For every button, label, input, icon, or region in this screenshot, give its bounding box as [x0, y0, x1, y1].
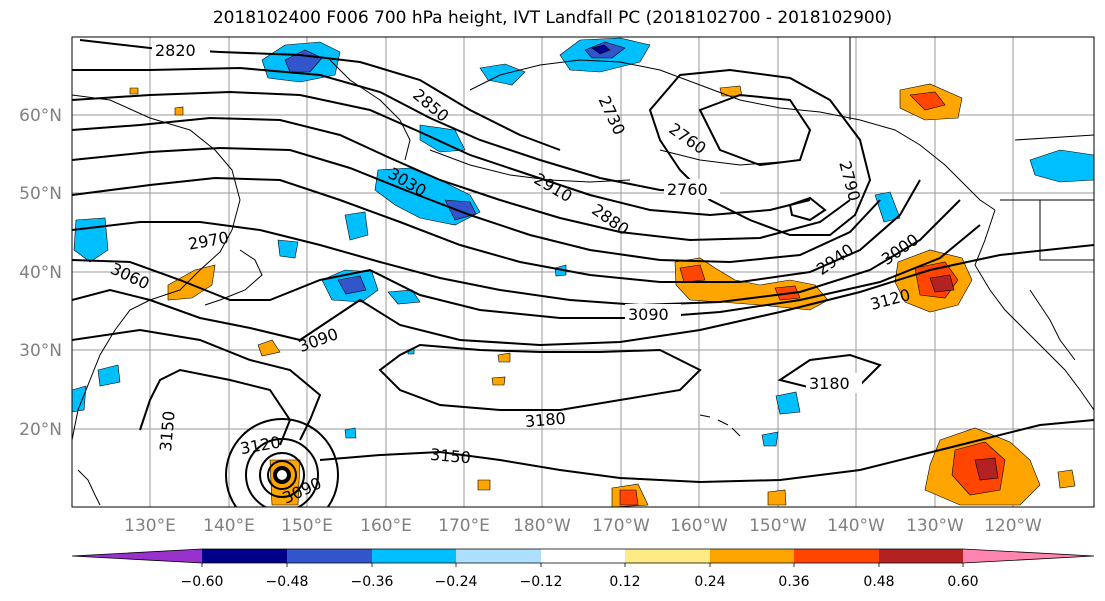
contour-label: 2760: [667, 180, 708, 199]
lon-label: 120°W: [984, 516, 1042, 536]
lon-label: 170°E: [438, 516, 490, 536]
contour-label: 3180: [809, 374, 850, 393]
lon-label: 130°E: [124, 516, 176, 536]
colorbar-tick: 0.24: [694, 574, 725, 590]
lon-label: 150°E: [281, 516, 333, 536]
lon-label: 160°W: [670, 516, 728, 536]
colorbar-segment: [963, 549, 1094, 563]
lat-label: 40°N: [19, 263, 62, 283]
map-panel: 2820 2850 2730 2760 2760 2790 3030 2910 …: [72, 37, 1094, 507]
ivt-positive-shading: [129, 83, 1076, 507]
colorbar-tick: −0.60: [181, 574, 224, 590]
contour-label: 3090: [628, 305, 669, 324]
colorbar: −0.60 −0.48 −0.36 −0.24 −0.12 0.12 0.24 …: [71, 548, 1095, 590]
colorbar-segment: [710, 549, 794, 563]
map-title: 2018102400 F006 700 hPa height, IVT Land…: [212, 8, 893, 28]
colorbar-tick: 0.60: [947, 574, 978, 590]
lat-label: 60°N: [19, 106, 62, 126]
colorbar-segment: [794, 549, 879, 563]
colorbar-tick: 0.12: [609, 574, 640, 590]
height-contours: [72, 39, 1094, 507]
map-frame: [71, 36, 1095, 508]
lon-label: 150°W: [749, 516, 807, 536]
lon-label: 160°E: [360, 516, 412, 536]
contour-label: 2820: [155, 41, 196, 60]
colorbar-segment: [879, 549, 963, 563]
colorbar-segments: [71, 548, 1095, 567]
colorbar-tick: 0.36: [778, 574, 809, 590]
colorbar-segment: [72, 549, 202, 563]
colorbar-ticks: −0.60 −0.48 −0.36 −0.24 −0.12 0.12 0.24 …: [181, 574, 979, 590]
lat-label: 50°N: [19, 184, 62, 204]
longitude-labels: 130°E 140°E 150°E 160°E 170°E 180°W 170°…: [124, 516, 1042, 536]
lat-label: 20°N: [19, 420, 62, 440]
lon-label: 130°W: [906, 516, 964, 536]
contour-label: 3150: [429, 445, 471, 467]
colorbar-tick: −0.12: [520, 574, 563, 590]
colorbar-segment: [287, 549, 372, 563]
contour-label: 3150: [156, 410, 178, 452]
colorbar-segment: [456, 549, 541, 563]
latitude-labels: 60°N 50°N 40°N 30°N 20°N: [19, 106, 62, 440]
coastlines: [72, 37, 1094, 506]
colorbar-segment: [541, 549, 625, 563]
colorbar-segment: [372, 549, 456, 563]
lat-label: 30°N: [19, 341, 62, 361]
lon-label: 180°W: [513, 516, 571, 536]
lon-label: 140°W: [827, 516, 885, 536]
contour-label: 3180: [524, 409, 566, 431]
colorbar-tick: −0.24: [435, 574, 478, 590]
colorbar-segment: [625, 549, 710, 563]
colorbar-tick: −0.36: [351, 574, 394, 590]
typhoon-center: [273, 466, 291, 484]
colorbar-tick: 0.48: [863, 574, 894, 590]
colorbar-tick: −0.48: [266, 574, 309, 590]
lon-label: 170°W: [592, 516, 650, 536]
lon-label: 140°E: [203, 516, 255, 536]
colorbar-segment: [202, 549, 287, 563]
